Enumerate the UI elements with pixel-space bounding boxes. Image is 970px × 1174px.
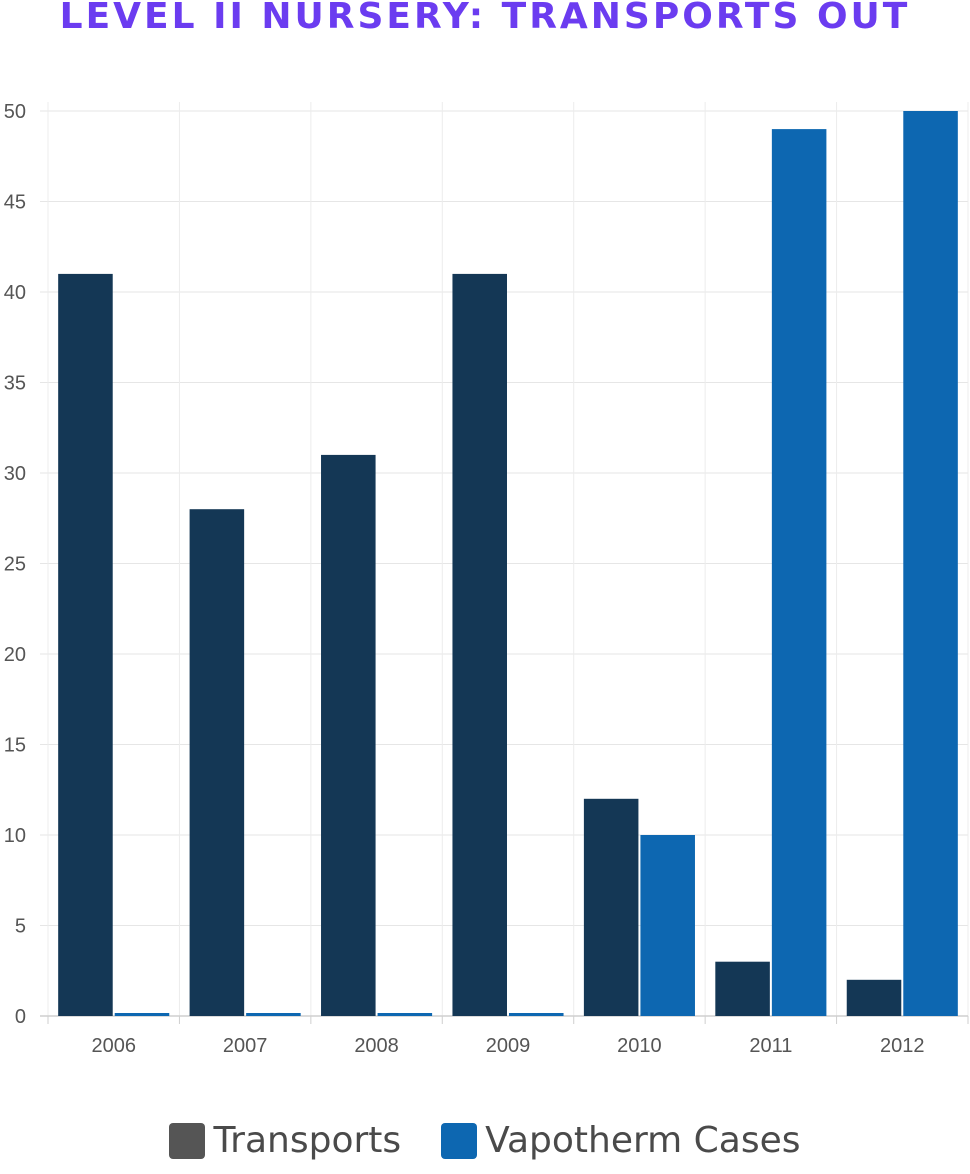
- bar-vapotherm-cases-2011[interactable]: [771, 129, 827, 1017]
- bar-vapotherm-cases-2008[interactable]: [377, 1013, 433, 1016]
- chart-title: LEVEL II NURSERY: TRANSPORTS OUT: [59, 0, 911, 37]
- x-tick-label: 2010: [617, 1035, 662, 1057]
- bar-transports-2010[interactable]: [583, 798, 639, 1016]
- x-tick-label: 2012: [880, 1035, 925, 1057]
- legend-swatch-vapotherm-cases: [441, 1122, 478, 1159]
- x-tick-label: 2009: [486, 1035, 531, 1057]
- bars: [58, 111, 958, 1017]
- x-tick-label: 2006: [91, 1035, 136, 1057]
- legend: Transports Vapotherm Cases: [0, 1120, 970, 1161]
- bar-transports-2006[interactable]: [58, 273, 113, 1016]
- bar-vapotherm-cases-2007[interactable]: [246, 1013, 301, 1016]
- bar-transports-2009[interactable]: [452, 273, 507, 1016]
- x-tick-label: 2008: [354, 1035, 399, 1057]
- bar-vapotherm-cases-2012[interactable]: [903, 111, 958, 1016]
- y-tick-label: 25: [4, 554, 26, 576]
- bar-transports-2012[interactable]: [846, 979, 902, 1016]
- y-tick-label: 35: [4, 373, 26, 395]
- bar-transports-2011[interactable]: [715, 961, 770, 1016]
- bar-transports-2007[interactable]: [189, 509, 245, 1016]
- x-axis: 2006 2007 2008 2009 2010 2011 2012: [40, 1015, 969, 1057]
- bar-vapotherm-cases-2009[interactable]: [509, 1013, 564, 1016]
- y-tick-label: 20: [4, 644, 26, 666]
- y-tick-label: 45: [4, 192, 26, 214]
- y-tick-label: 50: [4, 101, 26, 123]
- bar-vapotherm-cases-2006[interactable]: [114, 1013, 170, 1016]
- y-tick-label: 10: [4, 825, 26, 847]
- x-tick-label: 2011: [749, 1035, 792, 1057]
- y-tick-label: 5: [15, 916, 26, 938]
- legend-swatch-transports: [169, 1122, 206, 1159]
- y-tick-label: 0: [15, 1006, 26, 1028]
- y-tick-label: 15: [4, 735, 26, 757]
- y-tick-label: 30: [4, 463, 26, 485]
- legend-label-transports: Transports: [213, 1120, 402, 1161]
- x-tick-label: 2007: [223, 1035, 268, 1057]
- legend-item-vapotherm-cases[interactable]: Vapotherm Cases: [441, 1120, 801, 1161]
- bar-chart: 0 5 10 15 20 25 30 35 40 45 50 2006 2007 2008 2009 201…: [4, 101, 969, 1057]
- legend-item-transports[interactable]: Transports: [169, 1120, 401, 1161]
- y-tick-label: 40: [4, 282, 26, 304]
- y-axis: 0 5 10 15 20 25 30 35 40 45 50: [4, 101, 26, 1028]
- bar-transports-2008[interactable]: [321, 454, 376, 1016]
- bar-vapotherm-cases-2010[interactable]: [640, 835, 695, 1016]
- legend-label-vapotherm-cases: Vapotherm Cases: [485, 1120, 801, 1161]
